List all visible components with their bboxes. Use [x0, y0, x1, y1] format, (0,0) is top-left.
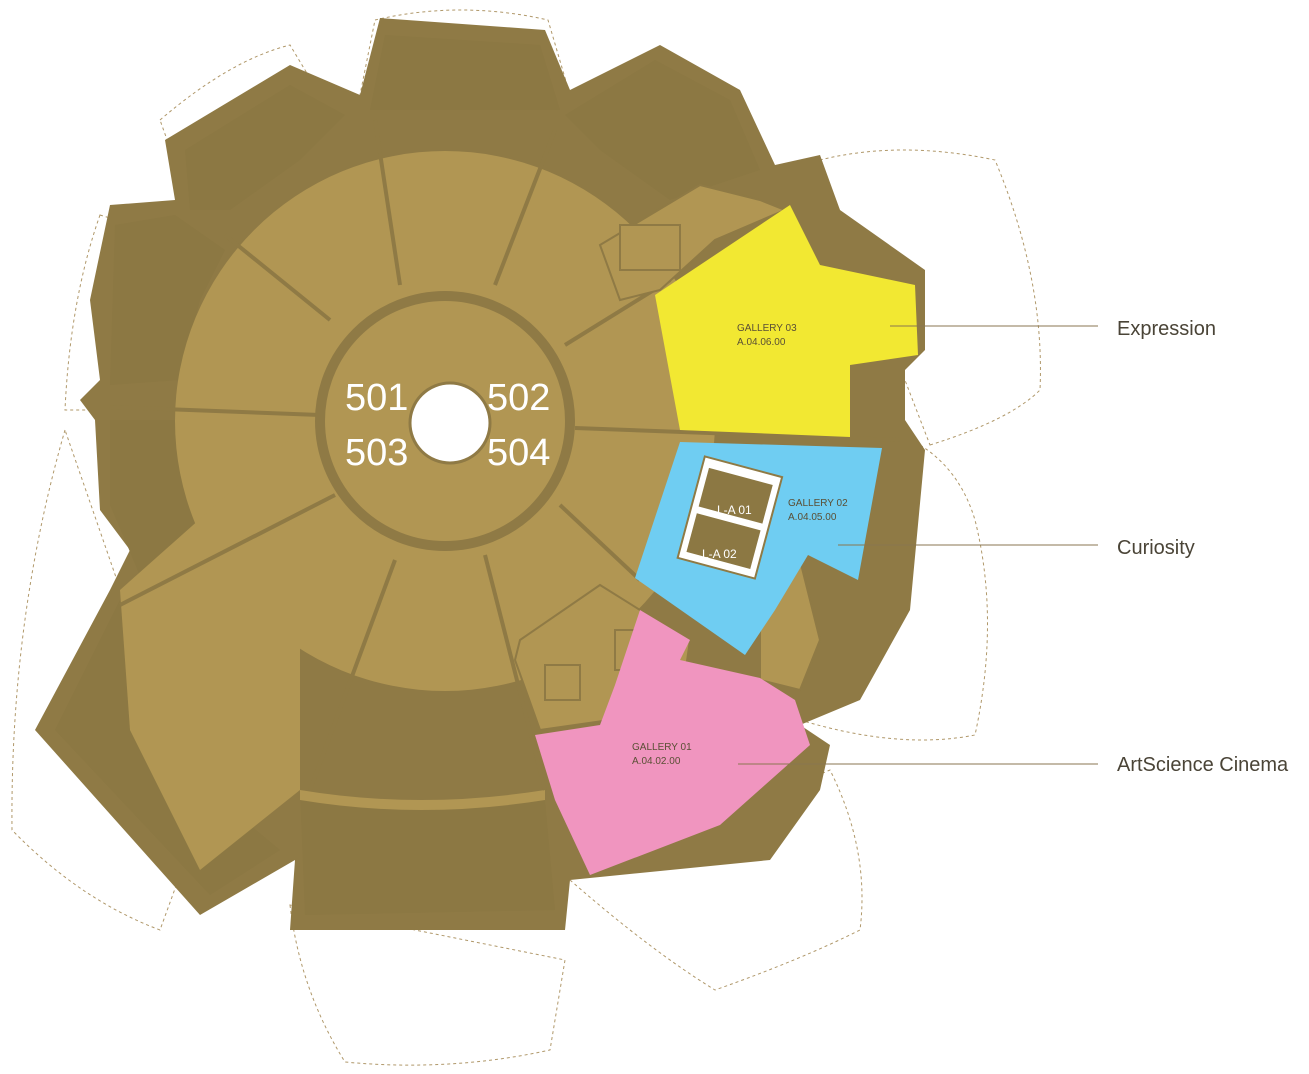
- room-501-label: 501: [345, 377, 408, 419]
- gallery-03-name: GALLERY 03: [737, 323, 797, 334]
- lift-la02-label: L-A 02: [702, 547, 737, 561]
- leader-lines: [738, 325, 1098, 765]
- room-503-label: 503: [345, 432, 408, 474]
- room-504-label: 504: [487, 432, 550, 474]
- gallery-03-area[interactable]: GALLERY 03 A.04.06.00: [655, 205, 918, 437]
- legend-expression: Expression: [1117, 318, 1216, 340]
- room-numbers: 501 502 503 504: [345, 377, 550, 474]
- gallery-01-code: A.04.02.00: [632, 756, 681, 767]
- gallery-02-name: GALLERY 02: [788, 498, 848, 509]
- main-floor: [109, 119, 901, 870]
- lift-la01-label: L-A 01: [717, 503, 752, 517]
- gallery-01-name: GALLERY 01: [632, 742, 692, 753]
- gallery-02-area[interactable]: L-A 01 L-A 02 GALLERY 02 A.04.05.00: [635, 442, 882, 655]
- gallery-01-area[interactable]: GALLERY 01 A.04.02.00: [535, 610, 810, 875]
- legend-curiosity: Curiosity: [1117, 537, 1195, 559]
- legend-artscience-cinema: ArtScience Cinema: [1117, 754, 1289, 776]
- gallery-03-code: A.04.06.00: [737, 337, 786, 348]
- dark-bands: [55, 35, 760, 915]
- lift-block: L-A 01 L-A 02: [676, 455, 784, 580]
- room-502-label: 502: [487, 377, 550, 419]
- gallery-02-code: A.04.05.00: [788, 512, 837, 523]
